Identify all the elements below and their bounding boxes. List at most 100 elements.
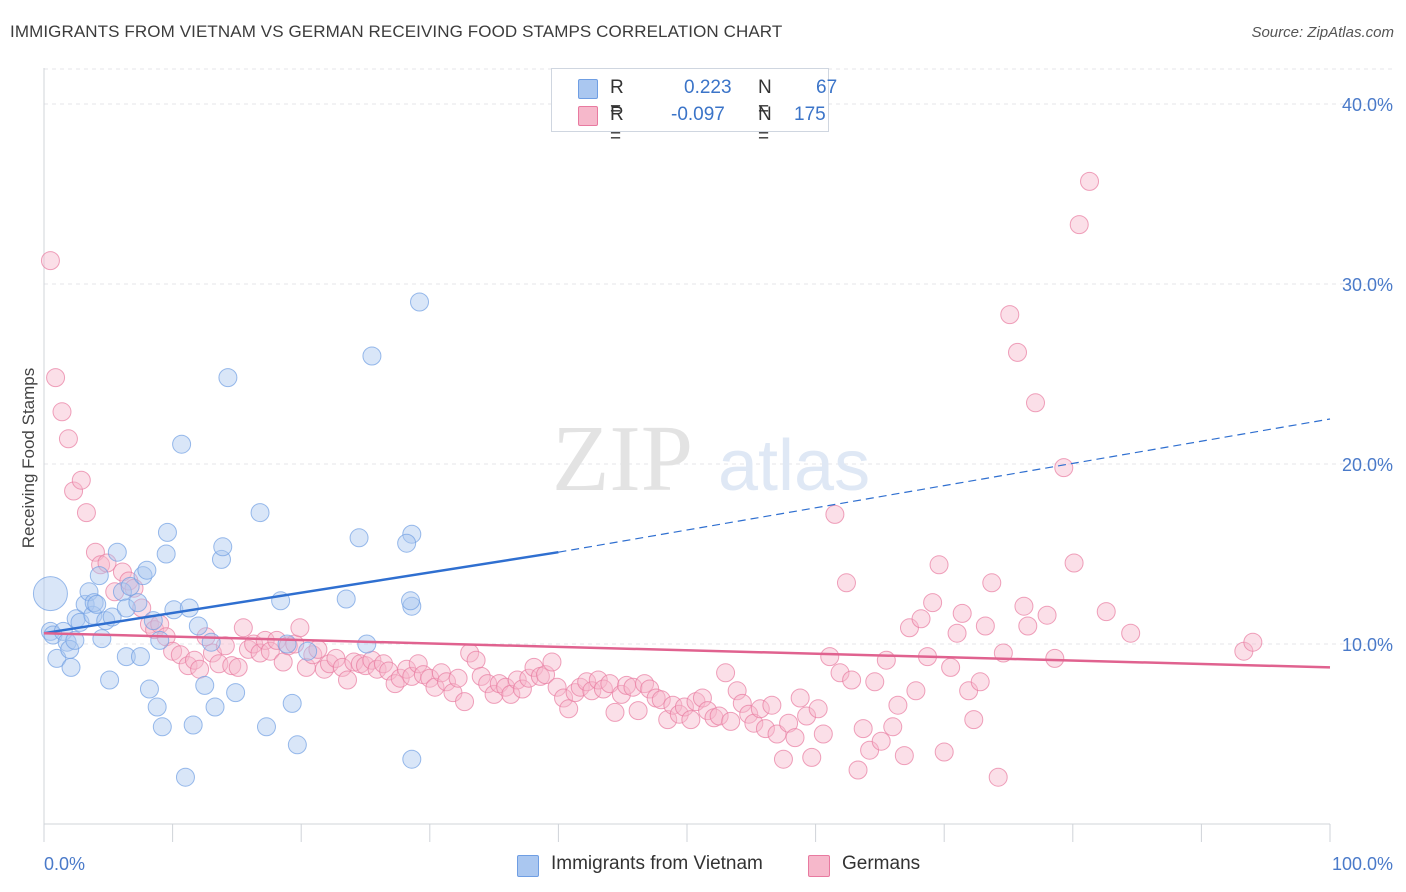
germans-point [273,652,293,672]
germans-point [1096,602,1116,622]
germans-point [484,684,504,704]
germans-point [681,710,701,730]
vietnam-point [250,503,270,523]
germans-point [934,742,954,762]
vietnam-point [147,697,167,717]
germans-point [853,719,873,739]
germans-point [233,618,253,638]
germans-point [471,666,491,686]
legend-r-label: R = [610,104,624,147]
y-axis-label: Receiving Food Stamps [19,368,38,548]
germans-point [385,674,405,694]
germans-point [947,623,967,643]
germans-point [570,677,590,697]
germans-point [332,657,352,677]
vietnam-point [116,598,136,618]
vietnam-point [287,735,307,755]
bottom-legend-swatch-germans [808,855,830,877]
germans-point [982,573,1002,593]
germans-point [773,749,793,769]
vietnam-point [92,629,112,649]
vietnam-point [120,576,140,596]
germans-point [64,481,84,501]
germans-point [848,760,868,780]
vietnam-point [152,717,172,737]
germans-point [1064,553,1084,573]
germans-point [820,647,840,667]
germans-point [58,429,78,449]
series-germans [40,171,1263,787]
vietnam-point [156,544,176,564]
vietnam-point [298,641,318,661]
y-tick-labels: 10.0% 20.0% 30.0% 40.0% [1342,95,1393,655]
germans-point [732,693,752,713]
bottom-legend-swatch-vietnam [517,855,539,877]
vietnam-point [130,647,150,667]
germans-point [836,573,856,593]
germans-point [727,681,747,701]
vietnam-point [397,533,417,553]
vietnam-point [402,749,422,769]
vietnam-point [277,634,297,654]
germans-point [139,614,159,634]
vietnam-point [100,670,120,690]
germans-point [623,677,643,697]
germans-point [911,609,931,629]
germans-point [628,701,648,721]
vietnam-point [157,522,177,542]
germans-point [437,672,457,692]
germans-point [455,692,475,712]
germans-point [1069,215,1089,235]
series-vietnam [32,292,430,787]
germans-point [71,470,91,490]
germans-point [808,699,828,719]
germans-point [1045,648,1065,668]
vietnam-point [282,693,302,713]
watermark-atlas: atlas [718,426,870,506]
vietnam-point [201,632,221,652]
germans-point [170,645,190,665]
vietnam-point [179,598,199,618]
vietnam-point [116,647,136,667]
x-tick-label-max: 100.0% [1332,854,1393,874]
germans-point [888,695,908,715]
germans-point [674,697,694,717]
germans-point [830,663,850,683]
trend-line-vietnam [43,550,559,635]
germans-point [1008,342,1028,362]
grid-lines [44,68,1393,645]
germans-point [825,504,845,524]
germans-point [238,639,258,659]
x-tick-label-min: 0.0% [44,854,85,874]
y-tick-label: 30.0% [1342,275,1393,295]
germans-point [228,657,248,677]
germans-point [52,402,72,422]
germans-point [260,641,280,661]
vietnam-point [401,591,421,611]
vietnam-point [410,292,430,312]
germans-point [692,688,712,708]
germans-point [779,713,799,733]
germans-point [1243,632,1263,652]
germans-point [1080,171,1100,191]
germans-point [420,668,440,688]
trend-line-germans [43,631,1331,669]
germans-point [554,688,574,708]
germans-point [408,654,428,674]
legend-n-label: N = [758,104,772,147]
germans-point [501,684,521,704]
germans-point [744,713,764,733]
germans-point [1054,458,1074,478]
germans-point [906,681,926,701]
vietnam-point [362,346,382,366]
germans-point [478,674,498,694]
germans-point [988,767,1008,787]
germans-point [290,618,310,638]
germans-point [975,616,995,636]
germans-point [76,503,96,523]
germans-point [40,251,60,271]
germans-point [337,670,357,690]
germans-point [739,704,759,724]
germans-point [178,656,198,676]
bottom-legend-label-germans: Germans [842,853,921,874]
